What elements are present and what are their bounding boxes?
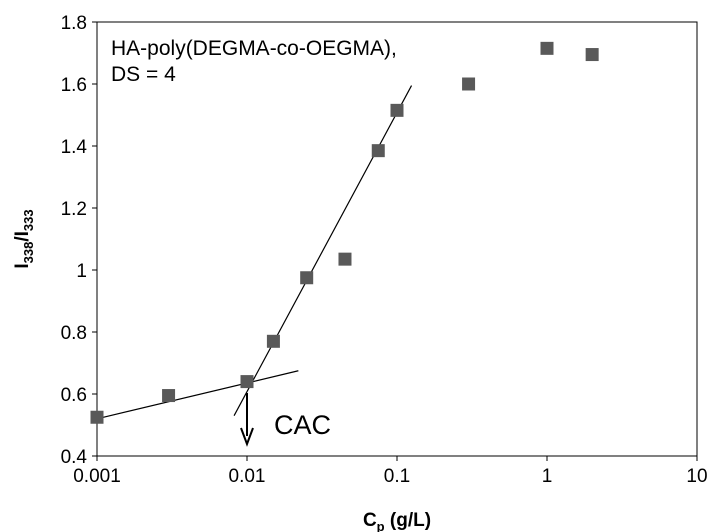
fit-line [233, 85, 413, 416]
data-point [240, 375, 254, 389]
data-point [300, 271, 314, 285]
x-axis-title-rest: (g/L) [385, 510, 431, 531]
data-points [90, 41, 599, 424]
x-tick-label: 0.001 [73, 466, 121, 487]
axis-ticks: 0.001 0.01 0.1 1 10 0.4 0.6 0.8 1 1.2 1.4 1.6 1.8 [61, 13, 708, 487]
x-axis-title-main: C [363, 510, 377, 531]
plot-area [96, 21, 698, 457]
x-tick-label: 10 [686, 466, 707, 487]
x-tick-label: 0.01 [229, 466, 266, 487]
y-tick-label: 1 [76, 261, 87, 282]
cac-arrow-head [240, 427, 254, 447]
data-point [338, 252, 352, 266]
y-tick-label: 1.8 [61, 13, 87, 34]
cac-label: CAC [274, 410, 331, 440]
y-axis-title-sub2: 333 [21, 209, 36, 231]
data-point [266, 334, 280, 348]
y-axis-title-sub1: 338 [21, 242, 36, 264]
y-tick-label: 1.2 [61, 199, 87, 220]
x-axis-title: Cp (g/L) [363, 510, 431, 532]
fit-line [96, 370, 299, 420]
y-axis-title-mid: /I [12, 231, 33, 242]
y-axis-title-main: I [12, 263, 33, 268]
y-tick-label: 0.6 [61, 385, 87, 406]
annotation-line2: DS = 4 [111, 63, 176, 86]
data-point [462, 77, 476, 91]
y-axis-title: I338/I333 [12, 209, 36, 268]
x-axis-title-sub: p [377, 519, 385, 532]
y-tick-label: 1.6 [61, 75, 87, 96]
annotation-line1: HA-poly(DEGMA-co-OEGMA), [111, 37, 397, 60]
data-point [371, 144, 385, 158]
y-tick-label: 0.8 [61, 323, 87, 344]
cac-arrow [240, 393, 254, 447]
x-tick-label: 0.1 [384, 466, 410, 487]
data-point [540, 41, 554, 55]
data-point [390, 103, 404, 117]
data-point [90, 410, 104, 424]
y-tick-label: 0.4 [61, 447, 88, 468]
data-point [585, 48, 599, 62]
fit-lines [96, 85, 413, 420]
x-tick-label: 1 [542, 466, 553, 487]
y-tick-label: 1.4 [61, 137, 88, 158]
data-point [162, 389, 176, 403]
